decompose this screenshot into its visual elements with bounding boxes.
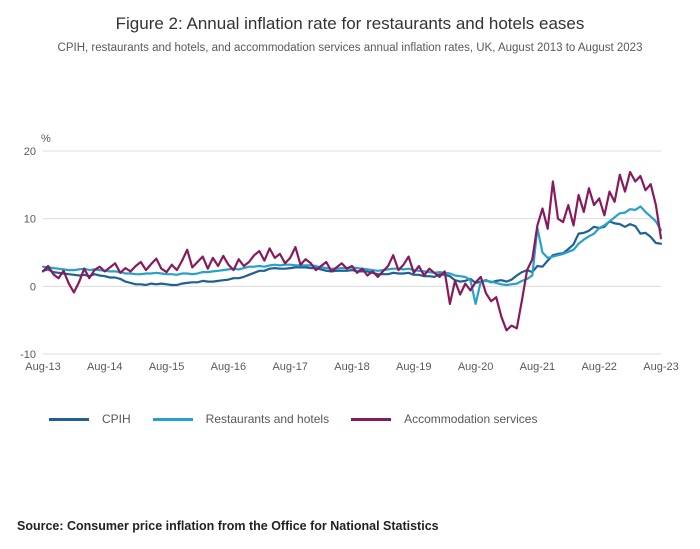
accommodation-services-line-swatch: [351, 417, 392, 421]
legend-label-cpih: CPIH: [102, 412, 131, 426]
svg-text:Aug-21: Aug-21: [520, 361, 555, 373]
legend-item-accommodation-services: Accommodation services: [351, 412, 537, 426]
svg-text:10: 10: [24, 214, 36, 226]
source-note: Source: Consumer price inflation from th…: [17, 519, 439, 533]
svg-text:%: %: [41, 133, 51, 145]
svg-text:Aug-16: Aug-16: [211, 361, 246, 373]
svg-text:Aug-15: Aug-15: [149, 361, 184, 373]
inflation-line-chart: 20 10 0 -10% Aug-13 Aug-14 Aug-15 Aug-16 Aug-17 A…: [20, 133, 679, 373]
svg-text:Aug-20: Aug-20: [458, 361, 493, 373]
chart-legend: CPIH Restaurants and hotels Accommodatio…: [49, 412, 700, 426]
svg-text:-10: -10: [20, 349, 36, 361]
svg-text:Aug-19: Aug-19: [396, 361, 431, 373]
svg-text:0: 0: [30, 281, 36, 293]
svg-text:Aug-22: Aug-22: [581, 361, 616, 373]
svg-text:Aug-13: Aug-13: [25, 361, 60, 373]
chart-title: Figure 2: Annual inflation rate for rest…: [115, 14, 585, 33]
legend-item-restaurants-and-hotels: Restaurants and hotels: [152, 412, 330, 426]
chart-subtitle: CPIH, restaurants and hotels, and accomm…: [57, 42, 643, 54]
restaurants-and-hotels-line-swatch: [152, 417, 193, 421]
svg-text:Aug-18: Aug-18: [334, 361, 369, 373]
svg-text:Aug-14: Aug-14: [87, 361, 122, 373]
legend-label-restaurants-and-hotels: Restaurants and hotels: [205, 412, 330, 426]
cpih-line-swatch: [49, 417, 89, 421]
svg-text:Aug-23: Aug-23: [643, 361, 678, 373]
legend-label-accommodation-services: Accommodation services: [404, 412, 538, 426]
legend-item-cpih: CPIH: [49, 412, 131, 426]
svg-text:20: 20: [24, 146, 36, 158]
svg-text:Aug-17: Aug-17: [272, 361, 307, 373]
